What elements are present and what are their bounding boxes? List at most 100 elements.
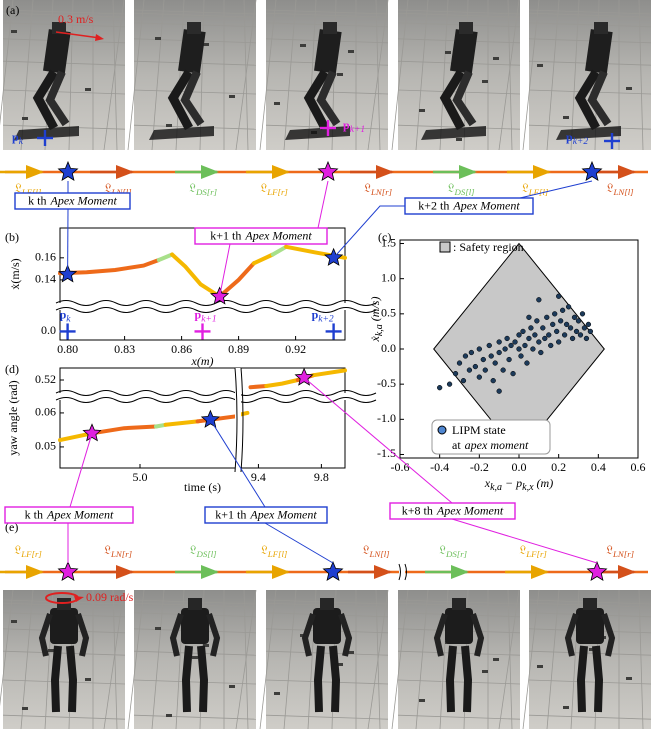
timeline-arrow [531, 565, 549, 579]
robot-leg [186, 646, 189, 712]
scatter-point [517, 333, 522, 338]
photo [236, 590, 388, 729]
legend-marker [438, 426, 446, 434]
symbol-label: 𝔏DS[r] [439, 543, 468, 559]
robot-head [594, 22, 608, 34]
label-sub: k,a [374, 324, 385, 336]
floor-spot [48, 649, 54, 652]
scatter-point [467, 368, 472, 373]
timeline-arrow [374, 565, 392, 579]
label-main: 𝔏 [189, 543, 196, 557]
label-sub: LN[r] [110, 549, 133, 559]
floor-spot [493, 57, 499, 60]
label-main: 𝔏 [364, 181, 371, 195]
x-tick-label: 9.8 [314, 470, 329, 484]
scatter-point [517, 347, 522, 352]
scatter-point [556, 294, 561, 299]
scatter-point [523, 343, 528, 348]
apex-index: k+2 th [418, 198, 449, 212]
timeline-arrow [272, 565, 290, 579]
floor-spot [22, 707, 28, 710]
robot-torso [445, 608, 473, 644]
scatter-point [586, 322, 591, 327]
photo [236, 0, 388, 150]
timeline-arrow [201, 565, 219, 579]
floor-spot [456, 138, 462, 141]
scatter-point [530, 347, 535, 352]
robot-leg [581, 646, 584, 712]
scatter-point [546, 333, 551, 338]
y-tick-label: 0.0 [381, 341, 396, 355]
robot-head [583, 598, 597, 610]
symbol-label: 𝔏LF[r] [14, 543, 42, 559]
scatter-point [501, 368, 506, 373]
label-sub: DS[r] [445, 549, 468, 559]
panel-label: (d) [5, 362, 19, 376]
legend-label: LIPM state [452, 423, 506, 437]
label-sub: LF[r] [20, 549, 42, 559]
line-segment [240, 413, 247, 415]
label-sub: k,a [490, 482, 502, 493]
scatter-point [457, 361, 462, 366]
label-sub: LF[r] [266, 187, 288, 197]
label-main: 𝔏 [522, 181, 529, 195]
speed-label: 0.3 m/s [58, 12, 94, 26]
scatter-point [536, 340, 541, 345]
robot-head [459, 22, 473, 34]
apex-em: Apex Moment [249, 507, 317, 521]
symbol-label: 𝔏LF[l] [261, 543, 288, 559]
floor-spot [155, 37, 161, 40]
label-sub: LN[l] [613, 187, 635, 197]
label-text: (m/s) [368, 297, 382, 325]
photo [0, 590, 125, 729]
scatter-point [527, 315, 532, 320]
scatter-point [487, 343, 492, 348]
y-tick-label: 0.5 [381, 306, 396, 320]
x-tick-label: 0.4 [591, 460, 606, 474]
symbol-label: 𝔏DS[l] [189, 543, 217, 559]
y-tick-label: 0.52 [35, 372, 56, 386]
line-segment [251, 386, 267, 387]
scatter-point [497, 389, 502, 394]
floor-spot [300, 44, 306, 47]
floor-spot [482, 670, 488, 673]
figure: (a)0.3 m/spkpk+1pk+2𝔏LF[l]𝔏LN[l]𝔏DS[r]𝔏L… [0, 0, 652, 729]
floor-spot [274, 102, 280, 105]
scatter-point [562, 333, 567, 338]
scatter-point [588, 329, 593, 334]
scatter-point [580, 311, 585, 316]
y-tick-label: -1.0 [377, 411, 396, 425]
timeline-arrow [376, 165, 394, 179]
scatter-point [578, 333, 583, 338]
scatter-point [552, 311, 557, 316]
apex-em: Apex Moment [436, 503, 504, 517]
apex-label: k+2 thApex Moment [418, 198, 520, 212]
symbol-label: 𝔏LF[r] [260, 181, 288, 197]
robot-torso [576, 608, 604, 644]
floor-spot [493, 658, 499, 661]
scatter-point [511, 371, 516, 376]
timeline-arrow [459, 165, 477, 179]
y-axis-label: yaw angle (rad) [6, 380, 20, 455]
scatter-point [556, 340, 561, 345]
robot-leg [450, 646, 453, 712]
robot-leg [201, 646, 204, 712]
floor-spot [337, 73, 343, 76]
scatter-point [566, 304, 571, 309]
apex-star [588, 562, 607, 580]
x-tick-label: 0.86 [171, 342, 192, 356]
floor-spot [626, 677, 632, 680]
timeline-arrow [533, 165, 551, 179]
floor-spot [482, 80, 488, 83]
timeline-arrow [618, 165, 636, 179]
robot-head [323, 22, 337, 34]
label-sub: k+1 [350, 125, 365, 135]
robot-torso [313, 608, 341, 644]
floor-spot [22, 117, 28, 120]
scatter-point [481, 357, 486, 362]
timeline-arrow [26, 565, 44, 579]
x-tick-label: -0.6 [391, 460, 410, 474]
scatter-point [564, 322, 569, 327]
label-main: 𝔏 [14, 543, 21, 557]
x-tick-label: 5.0 [133, 470, 148, 484]
